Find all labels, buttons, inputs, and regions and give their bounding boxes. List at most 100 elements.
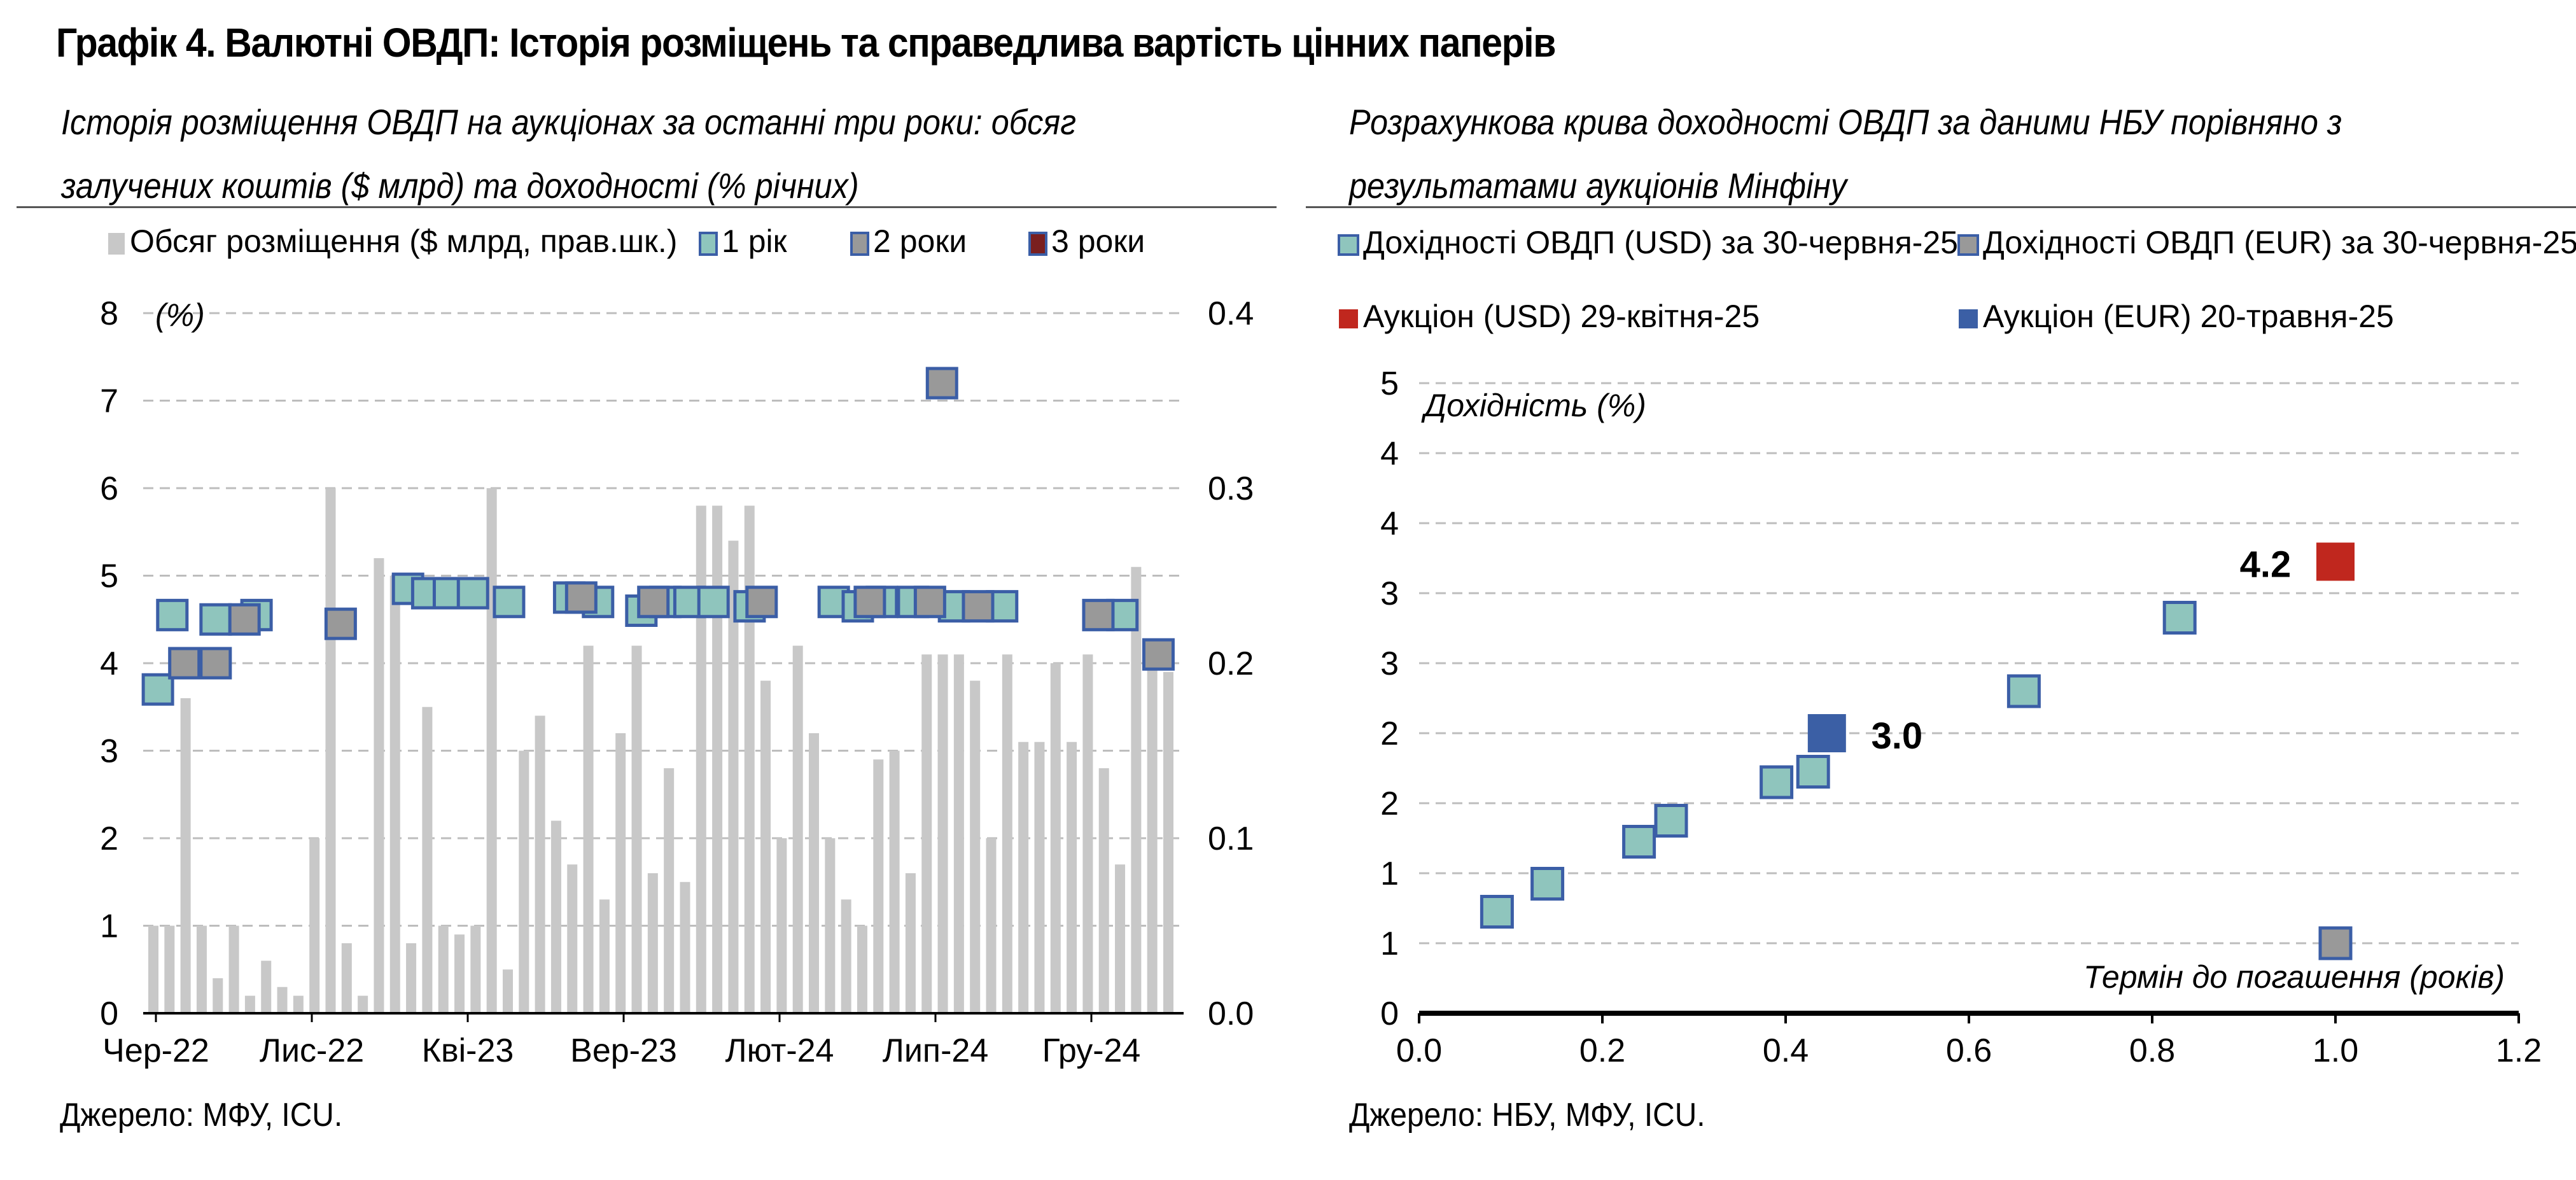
x-tick-label: Кві-23 — [422, 1032, 514, 1069]
volume-bar — [261, 960, 272, 1013]
legend-label-2: 2 роки — [873, 223, 967, 259]
volume-bar — [873, 759, 884, 1013]
curve-point-usd — [1760, 765, 1794, 799]
yield-marker-1 — [493, 586, 526, 619]
legend-swatch-1 — [699, 232, 718, 256]
x-tick-label: Чер-22 — [102, 1032, 209, 1069]
curve-point-usd — [2162, 601, 2197, 635]
x-tick-label: 0.0 — [1396, 1032, 1442, 1069]
volume-bar — [680, 881, 690, 1013]
volume-bar — [470, 925, 481, 1013]
volume-bar — [228, 925, 239, 1013]
volume-bar — [712, 505, 723, 1013]
y-tick-label: 2 — [1380, 785, 1399, 822]
volume-bar — [857, 925, 867, 1013]
volume-bar — [244, 995, 255, 1013]
volume-bar — [1034, 741, 1045, 1013]
y-right-tick-label: 0.4 — [1208, 295, 1254, 332]
y-left-tick-label: 3 — [100, 733, 118, 770]
yield-marker-1 — [456, 577, 489, 610]
left-header-rule — [17, 206, 1277, 208]
auction-eur-label: 3.0 — [1871, 715, 1922, 757]
volume-bar — [631, 645, 642, 1013]
legend-swatch-0 — [1338, 234, 1359, 256]
legend-label-0: Дохідності ОВДП (USD) за 30-червня-25 — [1363, 225, 1958, 260]
yield-marker-2 — [853, 586, 886, 619]
yield-marker-2 — [962, 590, 995, 623]
volume-bar — [196, 925, 207, 1013]
y-right-tick-label: 0.2 — [1208, 645, 1254, 682]
legend-swatch-0 — [108, 233, 125, 255]
legend-label-3: Аукціон (EUR) 20-травня-25 — [1983, 299, 2394, 334]
y-left-tick-label: 2 — [100, 820, 118, 857]
page-title: Графік 4. Валютні ОВДП: Історія розміщен… — [56, 20, 1556, 66]
volume-bar — [1082, 654, 1093, 1013]
right-chart-subtitle: Розрахункова крива доходності ОВДП за да… — [1349, 102, 2342, 206]
volume-bar — [277, 987, 288, 1013]
curve-point-usd — [1796, 755, 1830, 789]
volume-bar — [438, 925, 449, 1013]
volume-bar — [1002, 654, 1012, 1013]
volume-bar — [792, 645, 803, 1013]
curve-point-eur — [2318, 926, 2353, 960]
volume-bar — [486, 488, 497, 1013]
yield-marker-2 — [1142, 638, 1175, 671]
legend-label-0: Обсяг розміщення ($ млрд, прав.шк.) — [130, 223, 677, 259]
volume-bar — [1098, 768, 1109, 1013]
volume-bar — [454, 934, 465, 1013]
yield-marker-1 — [697, 586, 730, 619]
x-tick-label: Лис-22 — [260, 1032, 364, 1069]
y-left-tick-label: 0 — [100, 995, 118, 1032]
y-left-tick-label: 1 — [100, 908, 118, 945]
volume-bar — [583, 645, 594, 1013]
x-tick-label: 1.2 — [2496, 1032, 2542, 1069]
volume-bar — [776, 838, 787, 1013]
volume-bar — [1163, 671, 1173, 1013]
volume-bar — [615, 733, 626, 1013]
volume-bar — [550, 820, 561, 1013]
yield-marker-1 — [199, 603, 232, 636]
y-tick-label: 4 — [1380, 505, 1399, 542]
yield-marker-2 — [199, 647, 232, 680]
volume-bar — [502, 969, 513, 1013]
y-tick-label: 3 — [1380, 645, 1399, 682]
left-source-note: Джерело: МФУ, ICU. — [60, 1097, 343, 1134]
volume-bar — [1050, 663, 1061, 1013]
volume-bar — [1115, 864, 1126, 1013]
volume-bar — [953, 654, 964, 1013]
yield-marker-1 — [156, 598, 189, 631]
volume-bar — [825, 838, 836, 1013]
volume-bar — [744, 505, 755, 1013]
curve-point-usd — [1530, 867, 1565, 901]
x-tick-label: 0.6 — [1946, 1032, 1992, 1069]
volume-bar — [325, 488, 336, 1013]
volume-bar — [535, 715, 545, 1013]
volume-bar — [664, 768, 675, 1013]
curve-point-usd — [1622, 825, 1656, 859]
volume-bar — [164, 925, 175, 1013]
yield-marker-2 — [168, 647, 201, 680]
x-tick-label: 0.8 — [2129, 1032, 2175, 1069]
legend-swatch-3 — [1028, 232, 1047, 256]
volume-bar — [889, 750, 900, 1013]
volume-bar — [1147, 663, 1158, 1013]
volume-bar — [422, 706, 433, 1013]
volume-bar — [841, 899, 851, 1013]
curve-point-usd — [1654, 804, 1688, 838]
auction-eur-marker — [1807, 714, 1846, 752]
legend-swatch-3 — [1959, 309, 1978, 328]
y-left-tick-label: 6 — [100, 470, 118, 507]
volume-bar — [293, 995, 304, 1013]
x-tick-label: Лют-24 — [725, 1032, 834, 1069]
y-left-tick-label: 5 — [100, 558, 118, 595]
curve-point-usd — [1480, 895, 1514, 929]
x-tick-label: 1.0 — [2313, 1032, 2358, 1069]
volume-bar — [921, 654, 932, 1013]
volume-bar — [986, 838, 997, 1013]
yield-marker-1 — [141, 673, 174, 706]
volume-bar — [937, 654, 948, 1013]
y-tick-label: 4 — [1380, 435, 1399, 472]
y-left-tick-label: 8 — [100, 295, 118, 332]
yield-marker-2 — [228, 603, 261, 636]
volume-bar — [1131, 566, 1142, 1013]
